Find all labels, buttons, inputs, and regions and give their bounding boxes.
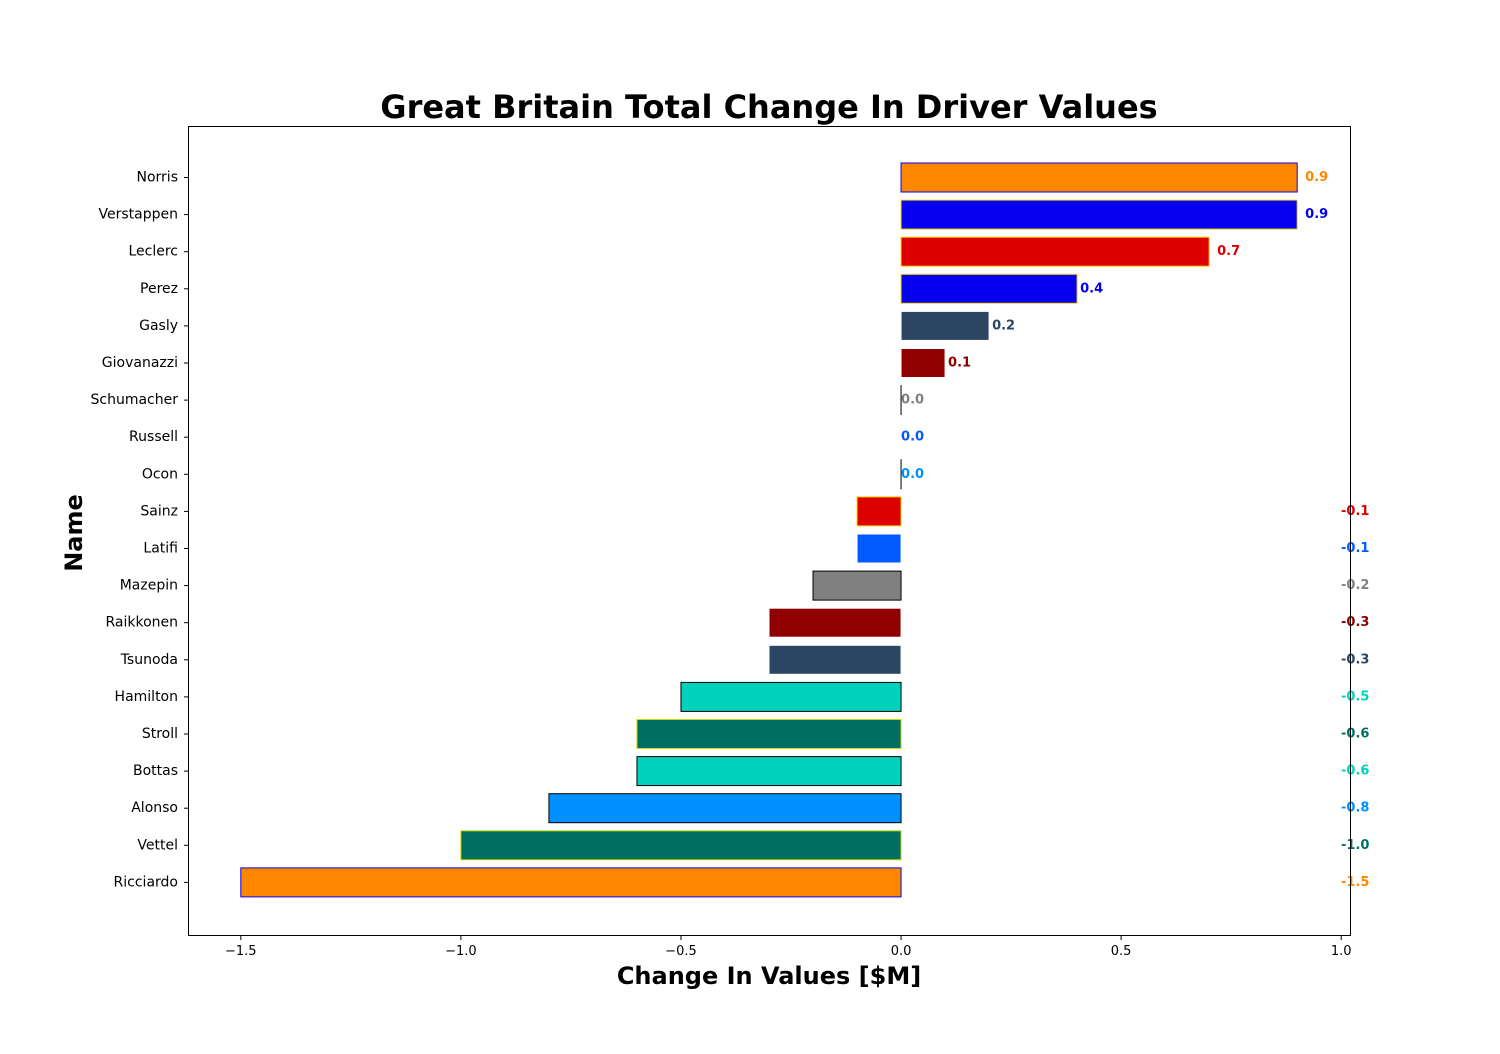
- y-tick-label-leclerc: Leclerc: [128, 244, 178, 260]
- y-tick-label-hamilton: Hamilton: [115, 689, 178, 705]
- y-tick-label-vettel: Vettel: [137, 837, 178, 853]
- y-tick-label-ricciardo: Ricciardo: [114, 874, 178, 890]
- value-label-mazepin: -0.2: [1341, 578, 1369, 593]
- x-tick-label: 0.0: [891, 944, 912, 959]
- y-tick-label-norris: Norris: [137, 170, 179, 186]
- y-tick-labels: Norris Verstappen Leclerc Perez Gasly Giovana…: [91, 170, 189, 891]
- bar-raikkonen: [769, 608, 901, 637]
- bar-latifi: [857, 534, 901, 563]
- y-tick-label-sainz: Sainz: [140, 503, 178, 519]
- x-tick-label: −1.5: [225, 944, 257, 959]
- bar-sainz: [857, 497, 901, 526]
- bar-leclerc: [901, 237, 1209, 266]
- value-label-raikkonen: -0.3: [1341, 615, 1369, 630]
- value-label-verstappen: 0.9: [1305, 207, 1328, 222]
- value-label-gasly: 0.2: [992, 318, 1015, 333]
- y-tick-label-schumacher: Schumacher: [91, 392, 179, 408]
- x-axis-label: Change In Values [$M]: [617, 962, 921, 990]
- value-label-tsunoda: -0.3: [1341, 652, 1369, 667]
- bar-stroll: [637, 720, 901, 749]
- bar-hamilton: [681, 682, 901, 711]
- bar-norris: [901, 163, 1297, 192]
- value-label-bottas: -0.6: [1341, 764, 1369, 779]
- x-tick-label: 0.5: [1111, 944, 1132, 959]
- value-label-stroll: -0.6: [1341, 727, 1369, 742]
- value-label-ricciardo: -1.5: [1341, 875, 1369, 890]
- value-label-vettel: -1.0: [1341, 838, 1369, 853]
- value-label-perez: 0.4: [1080, 281, 1103, 296]
- bar-gasly: [901, 311, 989, 340]
- chart-title: Great Britain Total Change In Driver Val…: [380, 88, 1157, 126]
- y-tick-label-perez: Perez: [140, 281, 178, 297]
- value-label-ocon: 0.0: [901, 467, 924, 482]
- value-label-latifi: -0.1: [1341, 541, 1369, 556]
- y-tick-label-raikkonen: Raikkonen: [105, 615, 178, 631]
- y-tick-label-russell: Russell: [129, 429, 178, 445]
- bar-giovanazzi: [901, 349, 945, 378]
- y-tick-label-stroll: Stroll: [142, 726, 178, 742]
- value-label-sainz: -0.1: [1341, 504, 1369, 519]
- y-axis-label: Name: [60, 494, 88, 572]
- x-tick-labels: −1.5 −1.0 −0.5 0.0 0.5 1.0: [225, 935, 1352, 959]
- x-tick-label: −1.0: [445, 944, 477, 959]
- bar-ricciardo: [241, 868, 901, 897]
- bar-perez: [901, 274, 1077, 303]
- value-label-hamilton: -0.5: [1341, 689, 1369, 704]
- x-tick-label: −0.5: [665, 944, 697, 959]
- y-tick-label-gasly: Gasly: [139, 318, 178, 334]
- bar-tsunoda: [769, 645, 901, 674]
- bar-verstappen: [901, 200, 1297, 229]
- value-label-schumacher: 0.0: [901, 393, 924, 408]
- y-tick-label-latifi: Latifi: [143, 541, 178, 557]
- y-tick-label-alonso: Alonso: [131, 800, 178, 816]
- value-label-russell: 0.0: [901, 430, 924, 445]
- y-tick-label-bottas: Bottas: [133, 763, 178, 779]
- x-tick-label: 1.0: [1331, 944, 1352, 959]
- bar-bottas: [637, 757, 901, 786]
- value-label-alonso: -0.8: [1341, 801, 1369, 816]
- y-tick-label-tsunoda: Tsunoda: [120, 652, 178, 668]
- value-label-giovanazzi: 0.1: [948, 356, 971, 371]
- value-label-norris: 0.9: [1305, 170, 1328, 185]
- bar-vettel: [461, 831, 901, 860]
- y-tick-label-mazepin: Mazepin: [120, 578, 178, 594]
- y-tick-label-giovanazzi: Giovanazzi: [102, 355, 178, 371]
- value-label-leclerc: 0.7: [1217, 244, 1240, 259]
- bar-alonso: [549, 794, 901, 823]
- bar-mazepin: [813, 571, 901, 600]
- y-tick-label-verstappen: Verstappen: [99, 207, 178, 223]
- bars-layer: [241, 163, 1297, 897]
- y-tick-label-ocon: Ocon: [142, 466, 178, 482]
